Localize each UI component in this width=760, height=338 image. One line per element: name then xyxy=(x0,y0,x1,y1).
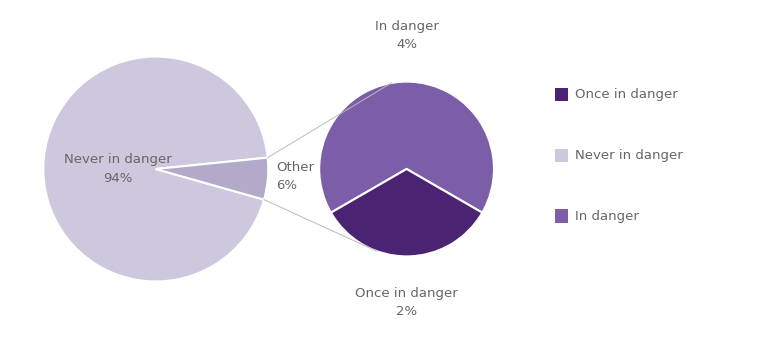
Text: Never in danger: Never in danger xyxy=(575,149,682,162)
Wedge shape xyxy=(331,169,483,257)
Text: Other
6%: Other 6% xyxy=(276,161,314,192)
Bar xyxy=(555,149,568,162)
Wedge shape xyxy=(319,81,494,213)
Text: Once in danger
2%: Once in danger 2% xyxy=(355,287,458,318)
Text: In danger
4%: In danger 4% xyxy=(375,20,439,51)
Wedge shape xyxy=(43,56,268,282)
Text: In danger: In danger xyxy=(575,210,638,223)
Text: Once in danger: Once in danger xyxy=(575,88,677,101)
Wedge shape xyxy=(156,158,268,200)
Text: Never in danger
94%: Never in danger 94% xyxy=(64,153,172,185)
Bar xyxy=(555,88,568,101)
Bar xyxy=(555,210,568,223)
